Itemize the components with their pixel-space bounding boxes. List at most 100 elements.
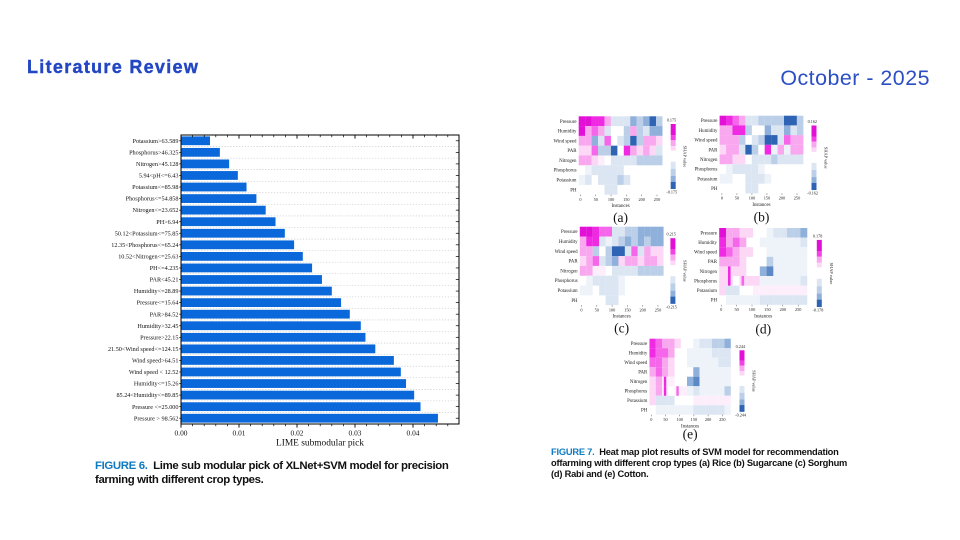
- svg-text:50: 50: [735, 196, 739, 201]
- svg-text:PH>6.94: PH>6.94: [156, 219, 178, 226]
- svg-text:0.02: 0.02: [291, 429, 304, 438]
- svg-text:5.94<pH<=6.43: 5.94<pH<=6.43: [139, 173, 179, 180]
- svg-text:Phosphorus<=54.858: Phosphorus<=54.858: [126, 196, 179, 203]
- svg-text:Instances: Instances: [611, 204, 629, 209]
- svg-text:100: 100: [609, 307, 615, 312]
- svg-text:PH: PH: [711, 299, 718, 304]
- svg-text:Potassium: Potassium: [557, 289, 577, 294]
- svg-text:150: 150: [624, 307, 630, 312]
- svg-text:21.50<Wind speed<=124.15: 21.50<Wind speed<=124.15: [108, 346, 179, 353]
- svg-text:Humidity: Humidity: [558, 130, 577, 135]
- svg-text:(c): (c): [614, 321, 629, 336]
- svg-text:0: 0: [720, 307, 722, 312]
- svg-text:250: 250: [719, 417, 725, 422]
- svg-text:0.244: 0.244: [736, 344, 746, 349]
- svg-text:Humidity: Humidity: [629, 352, 648, 357]
- svg-text:0: 0: [580, 307, 582, 312]
- svg-text:200: 200: [639, 307, 645, 312]
- svg-text:12.35<Phosphorus<=65.24: 12.35<Phosphorus<=65.24: [111, 242, 178, 249]
- svg-text:Potassium: Potassium: [627, 399, 647, 404]
- svg-text:Phosphorus: Phosphorus: [694, 279, 717, 284]
- svg-text:Humidity: Humidity: [698, 241, 717, 246]
- svg-text:Wind speed: Wind speed: [555, 250, 579, 255]
- svg-text:50.12<Potassium<=75.85: 50.12<Potassium<=75.85: [115, 230, 179, 237]
- svg-text:0.215: 0.215: [666, 232, 675, 237]
- svg-text:0.04: 0.04: [407, 429, 420, 438]
- svg-text:Potassium<=85.98: Potassium<=85.98: [132, 184, 178, 191]
- svg-text:Pressure: Pressure: [701, 119, 718, 124]
- svg-text:(b): (b): [754, 209, 770, 224]
- svg-text:Pressure: Pressure: [631, 342, 648, 347]
- svg-text:Nitrogen: Nitrogen: [560, 269, 578, 274]
- svg-text:Instances: Instances: [681, 424, 699, 429]
- svg-text:Phosphorus>46.325: Phosphorus>46.325: [129, 149, 178, 156]
- svg-text:150: 150: [764, 307, 770, 312]
- svg-text:100: 100: [749, 307, 755, 312]
- svg-text:Instances: Instances: [752, 203, 770, 208]
- svg-text:250: 250: [795, 307, 801, 312]
- svg-text:200: 200: [779, 196, 785, 201]
- svg-text:Nitrogen<=23.652: Nitrogen<=23.652: [133, 207, 179, 214]
- svg-text:Instances: Instances: [754, 314, 772, 319]
- svg-text:PAR>84.52: PAR>84.52: [150, 311, 179, 318]
- svg-text:Wind speed>64.51: Wind speed>64.51: [132, 358, 179, 365]
- svg-text:0.01: 0.01: [233, 429, 246, 438]
- svg-text:PH: PH: [570, 188, 577, 193]
- svg-text:(e): (e): [683, 427, 698, 442]
- svg-text:Humidity>32.45: Humidity>32.45: [137, 323, 178, 330]
- svg-text:Pressure > 98.562: Pressure > 98.562: [134, 415, 179, 422]
- svg-text:250: 250: [794, 196, 800, 201]
- svg-text:0.00: 0.00: [175, 429, 188, 438]
- svg-text:(a): (a): [613, 210, 628, 225]
- svg-text:-0.175: -0.175: [666, 190, 677, 195]
- svg-text:Humidity<=15.26: Humidity<=15.26: [134, 381, 179, 388]
- svg-text:Phosphorus: Phosphorus: [624, 390, 647, 395]
- svg-text:50: 50: [663, 417, 667, 422]
- svg-text:-0.162: -0.162: [807, 191, 818, 196]
- svg-text:50: 50: [595, 307, 599, 312]
- svg-text:PH: PH: [641, 409, 648, 414]
- svg-text:250: 250: [655, 307, 661, 312]
- svg-text:85.24<Humidity<=89.85: 85.24<Humidity<=89.85: [116, 392, 178, 399]
- svg-text:Potassium>63.589: Potassium>63.589: [133, 138, 179, 145]
- svg-text:150: 150: [691, 417, 697, 422]
- svg-text:PAR: PAR: [708, 260, 718, 265]
- svg-text:150: 150: [623, 197, 629, 202]
- svg-text:Pressure: Pressure: [560, 120, 577, 125]
- svg-text:Humidity: Humidity: [699, 129, 718, 134]
- svg-text:0.178: 0.178: [813, 233, 822, 238]
- svg-text:0.175: 0.175: [667, 118, 676, 123]
- svg-text:-0.178: -0.178: [812, 308, 823, 313]
- svg-text:PAR: PAR: [708, 148, 718, 153]
- svg-text:Instances: Instances: [613, 315, 631, 320]
- svg-text:PAR<45.21: PAR<45.21: [150, 277, 179, 284]
- svg-text:100: 100: [608, 197, 614, 202]
- svg-text:Nitrogen: Nitrogen: [700, 270, 718, 275]
- svg-text:200: 200: [780, 307, 786, 312]
- svg-text:Phosphorus: Phosphorus: [554, 169, 577, 174]
- svg-text:SHAP value: SHAP value: [752, 370, 757, 392]
- svg-text:PH<=4.235: PH<=4.235: [150, 265, 179, 272]
- svg-text:SHAP value: SHAP value: [824, 147, 829, 169]
- svg-text:0: 0: [579, 197, 581, 202]
- svg-text:50: 50: [734, 307, 738, 312]
- svg-text:Phosphorus: Phosphorus: [555, 279, 578, 284]
- svg-text:PH: PH: [571, 299, 578, 304]
- svg-text:PAR: PAR: [567, 149, 577, 154]
- svg-text:Nitrogen: Nitrogen: [559, 159, 577, 164]
- svg-text:100: 100: [676, 417, 682, 422]
- svg-text:150: 150: [764, 196, 770, 201]
- svg-text:Pressure>22.15: Pressure>22.15: [140, 334, 178, 341]
- svg-text:0.162: 0.162: [808, 119, 817, 124]
- svg-text:10.52<Nitrogen<=25.63: 10.52<Nitrogen<=25.63: [118, 253, 178, 260]
- svg-text:Nitrogen>45.128: Nitrogen>45.128: [136, 161, 179, 168]
- svg-text:Humidity: Humidity: [559, 240, 578, 245]
- svg-text:-0.244: -0.244: [735, 412, 747, 417]
- svg-text:Pressure: Pressure: [700, 231, 717, 236]
- svg-text:Wind speed: Wind speed: [694, 251, 718, 256]
- svg-text:Pressure<=15.64: Pressure<=15.64: [137, 300, 179, 307]
- svg-text:50: 50: [594, 197, 598, 202]
- svg-text:PH: PH: [711, 187, 718, 192]
- svg-text:Wind speed: Wind speed: [553, 139, 577, 144]
- svg-text:0.03: 0.03: [349, 429, 362, 438]
